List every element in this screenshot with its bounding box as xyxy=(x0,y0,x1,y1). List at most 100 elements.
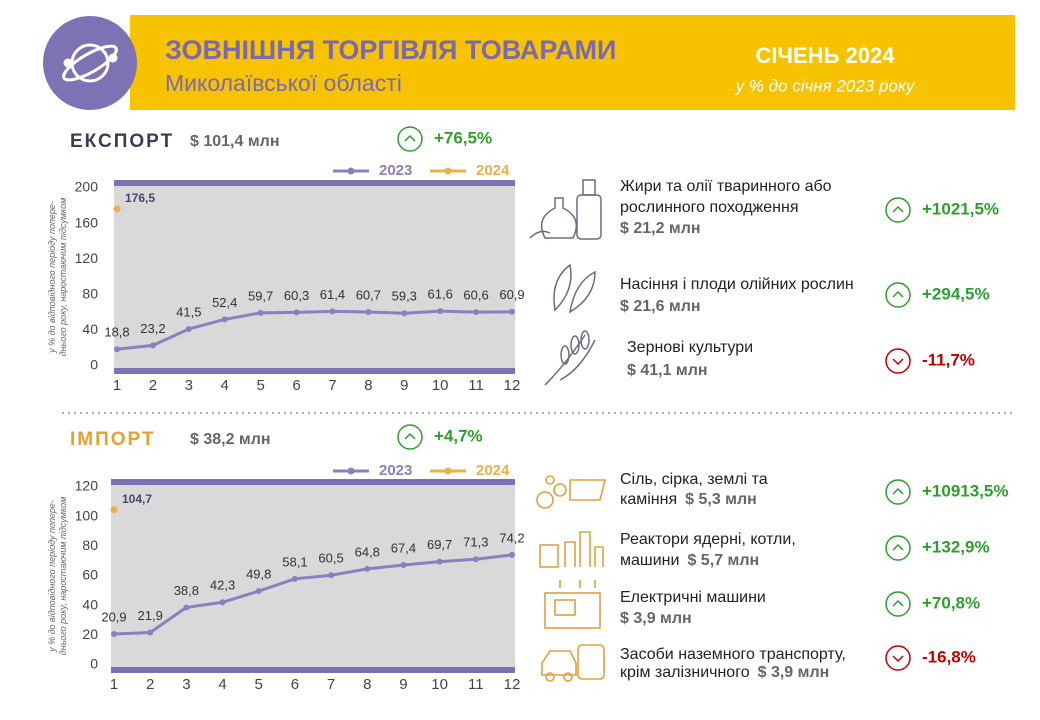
data-label: 60,3 xyxy=(284,288,309,303)
item-name: Насіння і плоди олійних рослин xyxy=(620,276,854,293)
minerals-icon xyxy=(536,475,607,509)
y-tick-label: 120 xyxy=(75,250,99,266)
item-value: $ 3,9 млн xyxy=(758,664,830,681)
trend-arrow xyxy=(892,655,904,663)
point xyxy=(328,572,335,579)
plot-area xyxy=(114,181,515,372)
legend-label: 2024 xyxy=(476,162,510,179)
y-axis-label-line: днього року, наростаючим підсумком xyxy=(58,497,68,656)
point xyxy=(183,604,190,611)
point xyxy=(147,629,154,636)
section-label: ІМПОРТ xyxy=(70,429,156,450)
trend-arrow xyxy=(892,543,904,551)
x-tick-label: 7 xyxy=(327,676,335,693)
legend-dot xyxy=(444,167,452,175)
data-label: 18,8 xyxy=(104,325,129,340)
globe-icon xyxy=(62,43,118,83)
trend-arrow xyxy=(404,134,416,142)
data-label: 61,4 xyxy=(320,287,345,302)
trend-circle xyxy=(885,591,911,617)
data-label: 69,7 xyxy=(427,537,452,552)
data-label: 60,5 xyxy=(318,551,343,566)
plot-area xyxy=(111,480,515,671)
header-banner xyxy=(130,15,1015,110)
item-value: $ 41,1 млн xyxy=(627,362,708,379)
item-name: Засоби наземного транспорту, xyxy=(620,646,846,663)
trend-circle xyxy=(885,197,911,223)
x-tick-label: 2 xyxy=(149,377,157,394)
x-tick-label: 8 xyxy=(363,676,371,693)
oil-icon xyxy=(529,179,602,240)
x-tick-label: 7 xyxy=(328,377,336,394)
grain-icon xyxy=(544,330,596,386)
point xyxy=(255,588,262,595)
x-tick-label: 12 xyxy=(504,676,521,693)
data-label: 49,8 xyxy=(246,567,271,582)
point xyxy=(221,316,228,323)
data-label: 60,9 xyxy=(499,287,524,302)
y-tick-label: 40 xyxy=(82,321,98,337)
x-tick-label: 11 xyxy=(468,676,484,693)
data-label: 60,6 xyxy=(463,288,488,303)
data-label: 59,7 xyxy=(248,288,273,303)
item-name: крім залізничного xyxy=(620,664,750,681)
point xyxy=(365,308,372,315)
item-name: Зернові культури xyxy=(627,339,753,356)
x-tick-label: 12 xyxy=(504,377,521,394)
y-axis-label-line: у % до відповідного періоду попере- xyxy=(47,500,57,653)
reactor-icon xyxy=(539,531,604,568)
point xyxy=(401,310,408,317)
trend-circle xyxy=(885,535,911,561)
trend-circle xyxy=(885,479,911,505)
item-value: $ 5,7 млн xyxy=(687,552,759,569)
y-tick-label: 0 xyxy=(90,656,98,672)
y-tick-label: 0 xyxy=(90,357,98,373)
data-label: 74,2 xyxy=(499,530,524,545)
section-label: ЕКСПОРТ xyxy=(70,131,174,152)
item-change: +70,8% xyxy=(922,593,980,612)
point xyxy=(437,308,444,315)
x-tick-label: 6 xyxy=(291,676,299,693)
point xyxy=(185,326,192,333)
data-label: 60,7 xyxy=(356,287,381,302)
trend-arrow xyxy=(892,487,904,495)
legend-dot xyxy=(347,167,355,175)
x-tick-label: 6 xyxy=(292,377,300,394)
legend-dot xyxy=(347,467,355,475)
x-tick-label: 10 xyxy=(431,676,448,693)
section-total: $ 38,2 млн xyxy=(190,431,271,448)
y-axis-label-line: у % до відповідного періоду попере- xyxy=(47,201,57,354)
data-label: 64,8 xyxy=(355,544,380,559)
y-axis-label: у % до відповідного періоду попере-дньог… xyxy=(47,198,68,357)
point xyxy=(400,562,407,569)
x-tick-label: 2 xyxy=(146,676,154,693)
item-change: +1021,5% xyxy=(922,199,999,218)
data-label: 104,7 xyxy=(122,492,152,506)
title: ЗОВНІШНЯ ТОРГІВЛЯ ТОВАРАМИ xyxy=(165,35,616,65)
transport-icon xyxy=(541,644,605,682)
period: СІЧЕНЬ 2024 xyxy=(756,43,896,68)
y-tick-label: 200 xyxy=(75,179,99,195)
trend-arrow xyxy=(404,432,416,440)
y-tick-label: 80 xyxy=(82,537,98,553)
x-tick-label: 4 xyxy=(218,676,226,693)
data-label: 71,3 xyxy=(463,535,488,550)
data-label: 52,4 xyxy=(212,295,237,310)
point xyxy=(113,205,121,213)
data-label: 58,1 xyxy=(282,554,307,569)
period-note: у % до січня 2023 року xyxy=(735,76,916,95)
legend-label: 2023 xyxy=(379,462,412,479)
data-label: 61,6 xyxy=(428,287,453,302)
item-value: $ 3,9 млн xyxy=(620,610,692,627)
item-name: Електричні машини xyxy=(620,589,766,606)
item-name: каміння xyxy=(620,491,677,508)
point xyxy=(111,630,117,637)
data-label: 59,3 xyxy=(392,289,417,304)
logo xyxy=(43,16,137,110)
subtitle: Миколаївської області xyxy=(165,70,402,96)
plot-border xyxy=(111,667,515,673)
data-label: 21,9 xyxy=(138,608,163,623)
trend-circle xyxy=(397,126,423,152)
x-tick-label: 3 xyxy=(185,377,193,394)
y-tick-label: 120 xyxy=(75,478,99,494)
